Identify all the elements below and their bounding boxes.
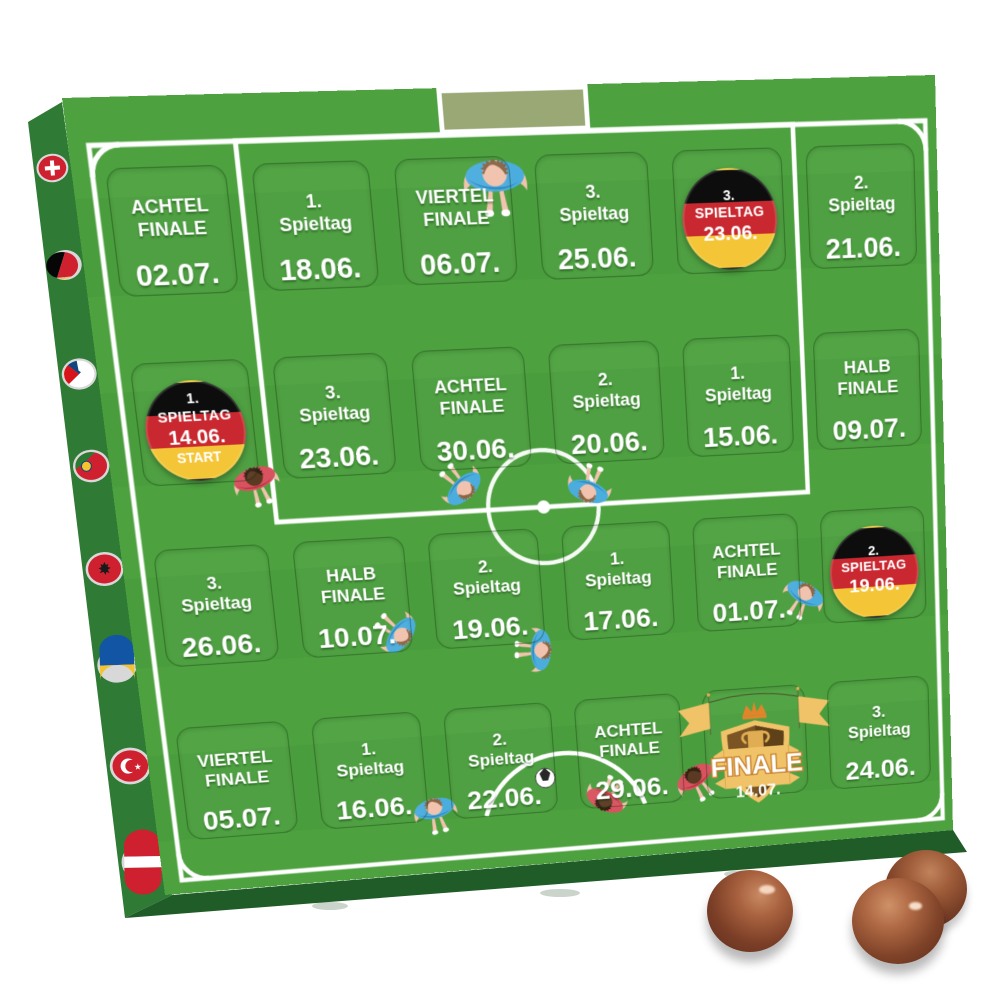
svg-text:14.07.: 14.07. (735, 781, 781, 802)
svg-text:★: ★ (134, 762, 142, 772)
